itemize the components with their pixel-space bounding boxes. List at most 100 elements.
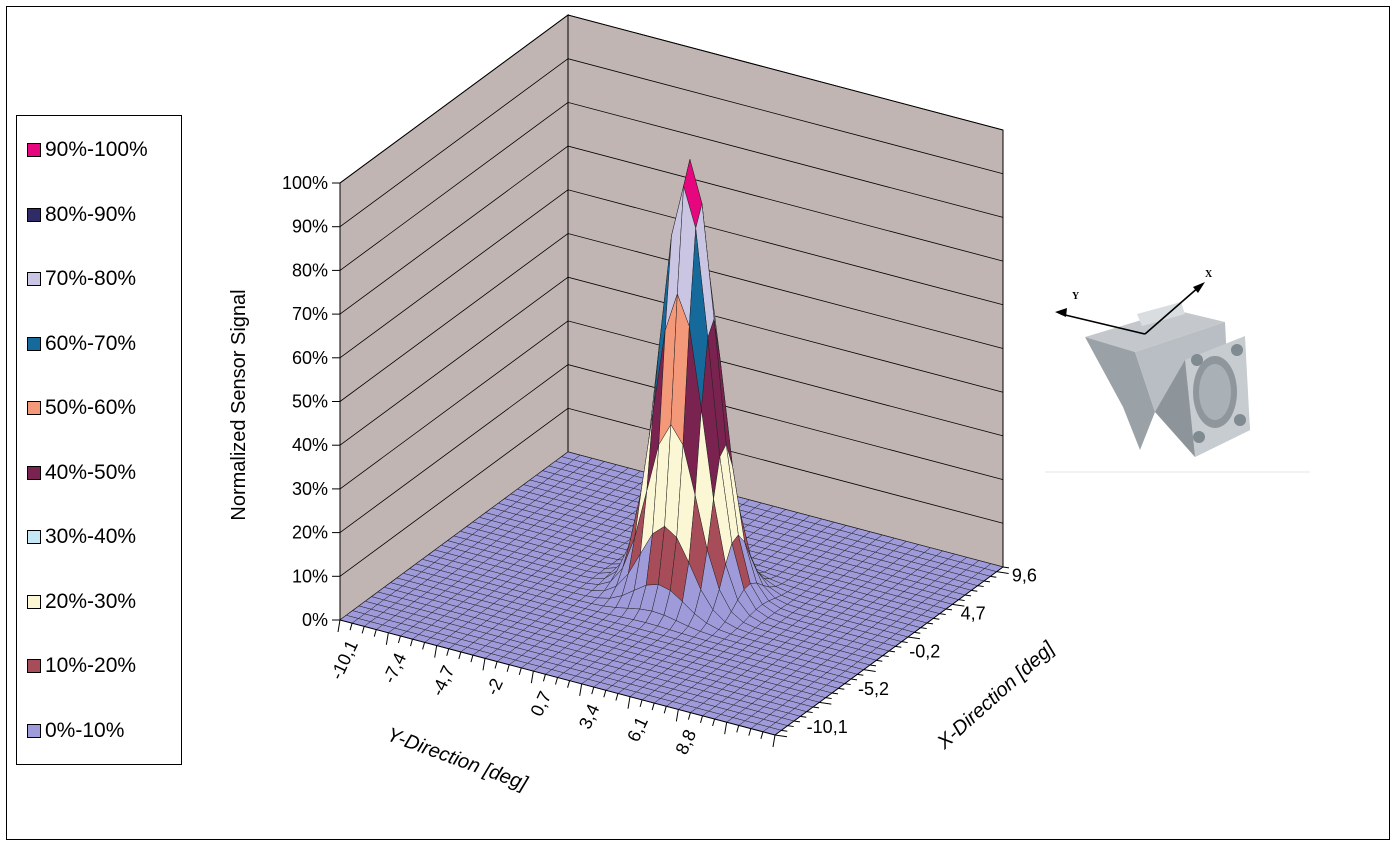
x-tick: [907, 636, 921, 640]
x-tick: [926, 622, 934, 625]
x-tick-label: -10,1: [807, 717, 848, 737]
y-tick: [385, 632, 389, 645]
z-gridline: [339, 320, 1004, 490]
z-gridline: [339, 145, 1004, 315]
y-tick: [639, 699, 643, 707]
y-tick: [687, 712, 691, 720]
x-tick: [882, 655, 889, 658]
legend-label: 20%-30%: [45, 589, 137, 613]
y-tick: [494, 661, 498, 669]
inset-y-label: Y: [1072, 291, 1080, 302]
y-tick: [712, 718, 716, 727]
sensor-body: [1085, 302, 1250, 457]
y-axis-arrow: [1060, 313, 1146, 335]
x-tick: [983, 580, 991, 583]
y-tick-label: 3,4: [575, 701, 604, 732]
x-axis-title: X-Direction [deg]: [933, 637, 1059, 754]
legend-item: 60%-70%: [27, 332, 136, 356]
legend-label: 50%-60%: [45, 396, 137, 419]
y-tick: [506, 664, 510, 672]
y-tick-label: -10,1: [326, 637, 361, 683]
x-tick-label: 4,7: [961, 604, 986, 624]
x-tick: [800, 715, 807, 718]
legend-item: 10%-20%: [27, 654, 136, 678]
legend-item: 20%-30%: [27, 590, 136, 614]
x-tick: [838, 687, 845, 690]
x-tick: [863, 669, 876, 672]
y-arrowhead: [1055, 308, 1067, 317]
y-tick: [663, 706, 667, 714]
y-tick-label: -2: [482, 675, 507, 698]
z-tick-label: 50%: [292, 392, 328, 412]
legend-item: 50%-60%: [27, 396, 136, 420]
z-tick-label: 20%: [292, 523, 328, 543]
z-tick-label: 90%: [292, 217, 328, 237]
x-tick: [895, 645, 902, 648]
legend-item: 70%-80%: [27, 267, 136, 291]
y-tick-label: 8,8: [672, 726, 701, 757]
y-tick: [724, 722, 728, 735]
x-tick: [844, 683, 851, 686]
y-tick: [675, 709, 679, 722]
y-tick: [542, 674, 546, 682]
x-tick: [971, 589, 978, 592]
legend-item: 80%-90%: [27, 203, 136, 227]
legend-swatch: [27, 723, 41, 738]
legend-label: 90%-100%: [45, 138, 148, 161]
x-tick: [952, 603, 965, 607]
legend-swatch: [27, 594, 41, 609]
legend-label: 80%-90%: [45, 202, 137, 226]
y-tick: [555, 677, 558, 685]
y-tick: [446, 648, 450, 656]
y-tick-label: 6,1: [623, 714, 652, 745]
x-tick: [920, 627, 927, 630]
x-axis-arrow: [1144, 285, 1201, 335]
y-tick: [603, 690, 607, 698]
x-tick: [945, 608, 953, 611]
z-tick-label: 100%: [282, 173, 328, 193]
x-tick: [964, 594, 972, 597]
x-tick: [888, 650, 896, 653]
x-tick: [958, 599, 965, 602]
x-tick: [933, 617, 940, 620]
legend-swatch: [27, 336, 41, 351]
y-axis-title: Y-Direction [deg]: [384, 724, 531, 795]
y-tick: [470, 655, 474, 663]
legend-label: 0%-10%: [45, 718, 125, 742]
z-tick-label: 30%: [292, 479, 328, 499]
y-tick: [627, 696, 631, 709]
y-tick: [567, 680, 571, 688]
x-tick: [869, 664, 877, 667]
legend-item: 40%-50%: [27, 461, 136, 485]
legend-swatch: [27, 659, 41, 673]
x-tick: [787, 725, 794, 728]
x-tick: [876, 659, 883, 662]
x-tick: [857, 673, 864, 676]
y-tick: [361, 626, 365, 634]
x-tick: [990, 575, 997, 578]
z-tick-label: 60%: [292, 348, 328, 368]
x-tick: [825, 697, 832, 700]
y-tick: [615, 693, 619, 701]
legend-item: 90%-100%: [27, 138, 148, 162]
x-tick: [806, 711, 813, 714]
z-tick-label: 70%: [292, 304, 328, 324]
y-tick: [337, 619, 341, 633]
x-tick: [977, 585, 984, 588]
z-axis-title: Normalized Sensor Signal: [228, 289, 250, 520]
legend-swatch: [27, 272, 41, 286]
x-tick: [901, 641, 908, 644]
x-tick: [793, 720, 801, 723]
z-gridline: [339, 101, 1004, 271]
y-tick: [772, 734, 776, 748]
y-tick: [748, 728, 752, 736]
x-tick-label: -0,2: [909, 641, 940, 661]
z-gridline: [339, 14, 1004, 184]
y-tick: [579, 683, 583, 696]
legend-label: 40%-50%: [45, 460, 137, 484]
legend-swatch: [27, 465, 41, 480]
z-gridline: [339, 233, 1004, 402]
legend: 90%-100% 80%-90% 70%-80% 60%-70% 50%-60% 40%-…: [16, 115, 182, 765]
x-tick: [774, 734, 788, 738]
z-gridline: [339, 276, 1004, 446]
